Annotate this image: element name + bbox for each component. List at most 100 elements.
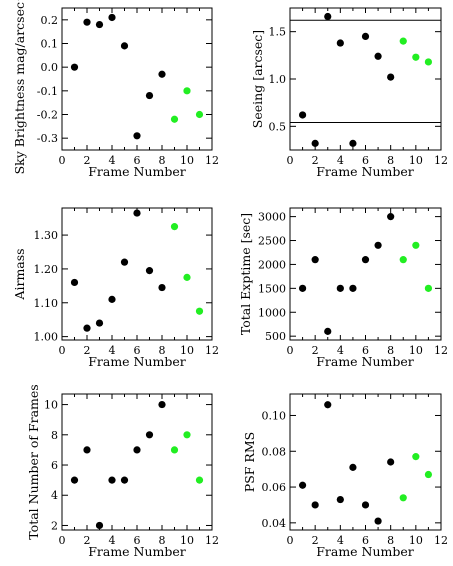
y-tick-label: 2000 — [258, 258, 286, 271]
x-axis-title: Frame Number — [316, 164, 414, 179]
black-data-point — [374, 517, 382, 525]
y-tick-label: 0.0 — [41, 61, 59, 74]
x-tick-label: 0 — [287, 154, 294, 167]
x-tick-label: 4 — [109, 534, 116, 547]
y-axis-title: Seeing [arcsec] — [250, 30, 265, 128]
x-tick-label: 10 — [409, 154, 423, 167]
black-data-point — [145, 91, 154, 100]
y-tick-label: 0.2 — [41, 14, 59, 27]
x-tick-label: 4 — [337, 344, 344, 357]
x-tick-label: 0 — [287, 344, 294, 357]
black-data-point — [95, 20, 104, 29]
black-data-point — [349, 284, 357, 292]
x-axis-title: Frame Number — [316, 544, 414, 559]
y-tick-label: 0.10 — [262, 409, 287, 422]
x-tick-label: 8 — [159, 534, 166, 547]
x-tick-label: 6 — [362, 534, 369, 547]
panel-airmass: 0 2 4 6 8 10 12 1.30 1.20 1.10 1.00 Frame Number A… — [12, 207, 219, 369]
plot-frame — [289, 393, 442, 531]
y-tick-label: 0.5 — [269, 120, 287, 133]
black-data-point — [298, 111, 307, 119]
x-tick-label: 6 — [134, 154, 141, 167]
y-tick-label: 1.10 — [34, 297, 59, 310]
x-tick-label: 10 — [180, 534, 194, 547]
y-tick-label: 1000 — [258, 306, 286, 319]
black-data-point — [133, 446, 141, 454]
black-data-point — [133, 209, 141, 217]
x-axis-title: Frame Number — [88, 544, 186, 559]
black-data-point — [70, 278, 79, 287]
black-data-point — [298, 284, 307, 292]
black-data-point — [311, 501, 319, 509]
data-points — [298, 401, 433, 525]
y-tick-label: -0.2 — [37, 109, 58, 122]
y-tick-label: 1500 — [258, 282, 286, 295]
x-tick-label: 0 — [59, 344, 66, 357]
black-data-point — [311, 139, 319, 147]
x-tick-label: 8 — [159, 154, 166, 167]
y-tick-label: 1.20 — [34, 263, 59, 276]
x-tick-label: 2 — [84, 534, 91, 547]
black-data-point — [387, 73, 395, 81]
x-tick-label: 10 — [180, 344, 194, 357]
x-tick-label: 12 — [434, 154, 448, 167]
x-tick-label: 4 — [337, 154, 344, 167]
data-points — [70, 209, 204, 332]
black-data-point — [324, 401, 332, 409]
black-data-point — [387, 213, 395, 221]
y-axis-title: Total Exptime [sec] — [238, 213, 253, 335]
green-data-point — [170, 223, 179, 231]
panel-seeing: 0 2 4 6 8 10 12 1.5 1.0 0.5 Frame Number Seeing [… — [250, 7, 448, 179]
black-data-point — [83, 324, 91, 332]
black-data-point — [83, 446, 91, 454]
x-axis-title: Frame Number — [88, 354, 186, 369]
x-tick-label: 12 — [205, 344, 219, 357]
black-data-point — [120, 476, 129, 484]
reference-lines — [290, 19, 441, 124]
green-data-point — [412, 453, 420, 461]
green-data-point — [424, 58, 433, 66]
y-axis-title: Total Number of Frames — [26, 384, 41, 539]
black-data-point — [83, 18, 91, 26]
green-data-point — [195, 476, 204, 484]
plot-frame — [289, 207, 442, 341]
x-tick-label: 2 — [84, 344, 91, 357]
x-axis-title: Frame Number — [316, 354, 414, 369]
black-data-point — [145, 431, 154, 439]
black-data-point — [70, 476, 79, 484]
green-data-point — [195, 307, 204, 315]
black-data-point — [298, 481, 307, 489]
x-tick-label: 0 — [287, 534, 294, 547]
x-tick-label: 6 — [362, 154, 369, 167]
y-axis-title: PSF RMS — [242, 432, 257, 492]
x-tick-label: 4 — [109, 344, 116, 357]
green-data-point — [183, 431, 191, 439]
green-data-point — [412, 53, 420, 61]
black-data-point — [120, 258, 129, 266]
black-data-point — [158, 70, 166, 78]
y-tick-label: 10 — [44, 399, 58, 412]
black-data-point — [336, 39, 344, 47]
x-tick-label: 12 — [434, 534, 448, 547]
data-points — [70, 13, 204, 140]
green-data-point — [170, 115, 179, 123]
green-data-point — [424, 284, 433, 292]
black-data-point — [336, 284, 344, 292]
y-tick-label: 1.00 — [34, 331, 59, 344]
x-tick-label: 2 — [312, 534, 319, 547]
black-data-point — [158, 283, 166, 292]
axis-ticks: 0 2 4 6 8 10 12 0.2 0.1 0.0 -0.1 -0.2 -0.3 — [37, 8, 219, 167]
plot-frame — [61, 393, 213, 531]
x-tick-label: 0 — [59, 534, 66, 547]
y-tick-label: 1.0 — [269, 73, 287, 86]
x-tick-label: 6 — [134, 534, 141, 547]
black-data-point — [158, 400, 166, 409]
data-points — [298, 12, 433, 147]
black-data-point — [120, 42, 129, 50]
green-data-point — [412, 241, 420, 249]
x-tick-label: 12 — [205, 534, 219, 547]
y-tick-label: 2500 — [258, 235, 286, 248]
